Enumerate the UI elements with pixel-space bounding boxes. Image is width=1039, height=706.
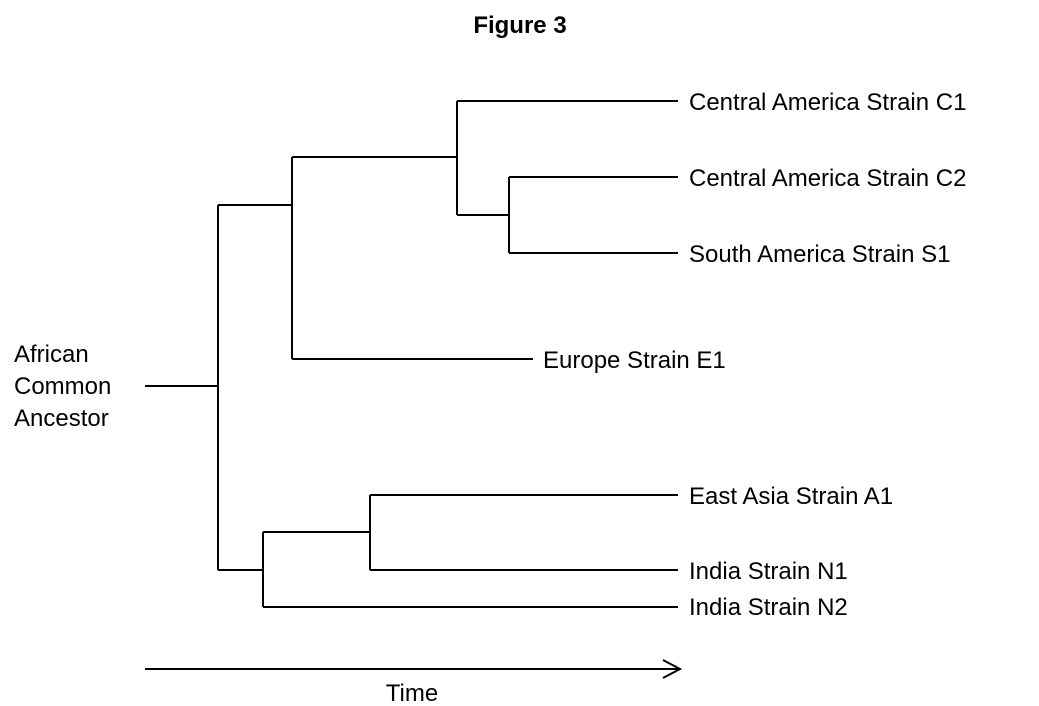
tree-branches: [145, 100, 678, 608]
leaf-label-india-n2: India Strain N2: [689, 594, 848, 621]
time-axis-label: Time: [386, 680, 438, 706]
root-label-line: Common: [14, 373, 111, 400]
time-axis: Time: [145, 659, 683, 706]
leaf-label-europe-e1: Europe Strain E1: [543, 347, 726, 374]
leaf-label-india-n1: India Strain N1: [689, 558, 848, 585]
figure-title: Figure 3: [473, 12, 566, 39]
leaf-labels: Central America Strain C1 Central Americ…: [543, 89, 966, 621]
root-label-line: African: [14, 341, 89, 368]
leaf-label-central-america-c1: Central America Strain C1: [689, 89, 966, 116]
leaf-label-east-asia-a1: East Asia Strain A1: [689, 483, 893, 510]
time-arrow-head: [662, 659, 683, 679]
root-label-line: Ancestor: [14, 405, 109, 432]
leaf-label-central-america-c2: Central America Strain C2: [689, 165, 966, 192]
leaf-label-south-america-s1: South America Strain S1: [689, 241, 950, 268]
root-label: African Common Ancestor: [14, 341, 111, 432]
